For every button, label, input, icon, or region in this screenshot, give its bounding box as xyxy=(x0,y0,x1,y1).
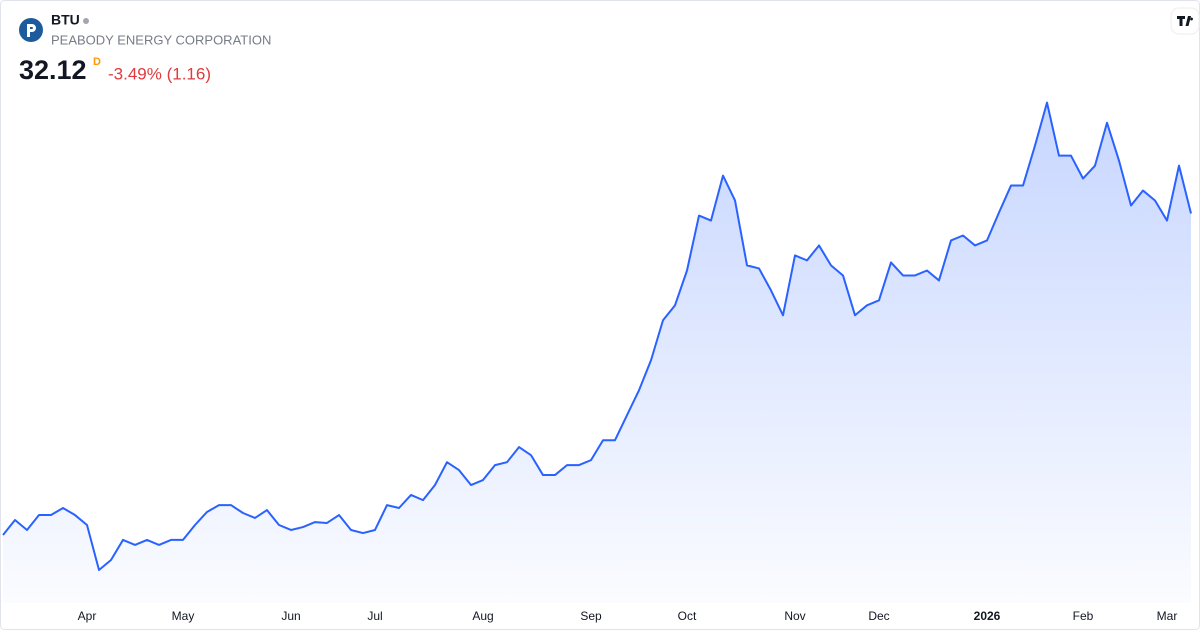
logo-mark[interactable] xyxy=(1177,16,1194,26)
price-change: -3.49% (1.16) xyxy=(108,64,211,83)
x-tick-label: Feb xyxy=(1073,609,1094,623)
company-name: PEABODY ENERGY CORPORATION xyxy=(51,32,271,47)
x-tick-label: Jul xyxy=(367,609,382,623)
x-tick-label: 2026 xyxy=(974,609,1001,623)
x-tick-label: Mar xyxy=(1157,609,1178,623)
x-tick-label: Oct xyxy=(678,609,697,623)
x-tick-label: May xyxy=(172,609,195,623)
tradingview-logo[interactable] xyxy=(1170,7,1200,35)
x-tick-label: Sep xyxy=(580,609,602,623)
x-tick-label: Dec xyxy=(868,609,889,623)
plot-area xyxy=(2,101,1192,604)
logo xyxy=(19,18,43,42)
logo-glyph xyxy=(27,24,36,37)
x-tick-label: Apr xyxy=(78,609,97,623)
x-tick-label: Nov xyxy=(784,609,805,623)
price-line xyxy=(2,101,1192,571)
interval: D xyxy=(93,56,101,68)
logo-badge[interactable] xyxy=(1170,7,1200,35)
status-dot xyxy=(83,18,89,24)
area-fill xyxy=(3,102,1191,604)
x-tick-label: Aug xyxy=(472,609,493,623)
symbol: BTU xyxy=(51,12,80,28)
price: 32.12 xyxy=(19,55,87,85)
x-tick-label: Jun xyxy=(281,609,300,623)
